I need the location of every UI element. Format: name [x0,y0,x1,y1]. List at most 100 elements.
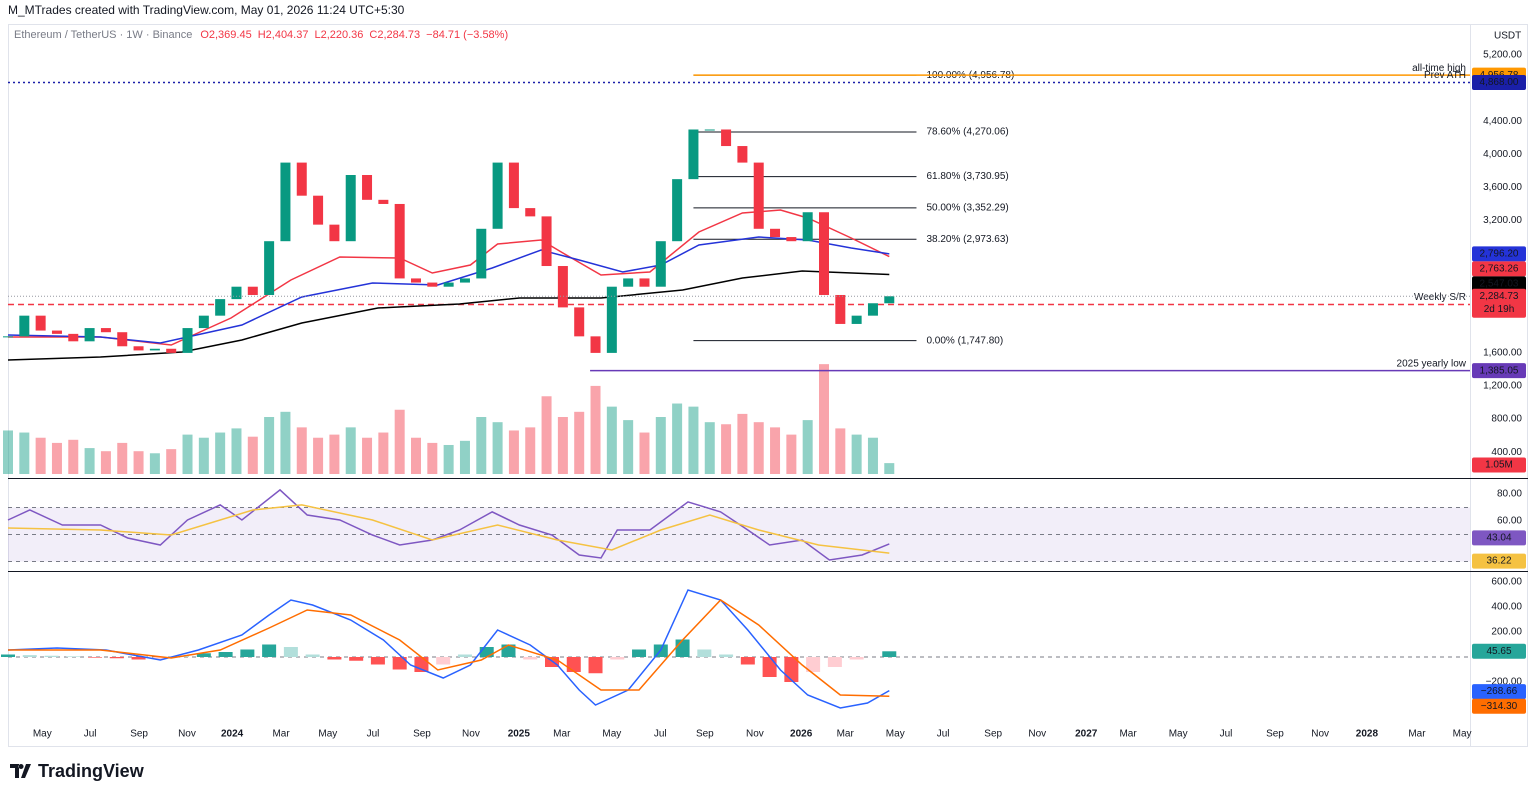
candle-body [19,315,30,337]
candle-body [345,175,356,242]
badge-label: 43.04 [1486,533,1511,544]
candle-body [770,228,781,238]
candle-body [851,315,862,324]
candle-body [198,315,209,329]
y-tick-label: −200.00 [1486,677,1523,688]
volume-bar [770,427,781,474]
histogram-bar [196,653,211,657]
candle-body [247,286,258,295]
candle-body [296,162,307,196]
badge-label: 36.22 [1486,556,1511,567]
x-tick-label: Mar [272,729,290,740]
x-tick-label: Jul [654,729,667,740]
volume-bar [149,453,160,474]
histogram-bar [588,657,603,674]
candle-body [411,278,421,283]
candle-body [182,328,193,353]
histogram-bar [545,657,559,667]
volume-bar [459,440,470,474]
candle-body [867,303,878,316]
volume-bar [737,413,748,474]
price-badge [1472,288,1526,318]
candle-body [753,162,764,229]
x-tick-label: May [318,729,337,740]
level-label: Weekly S/R [1414,292,1466,303]
volume-bar [704,422,715,474]
volume-bar [541,396,552,474]
histogram-bar [457,654,472,657]
histogram-bar [370,657,385,665]
candle-body [459,278,470,283]
histogram-bar [719,654,734,657]
candle-body [443,282,454,287]
volume-bar [19,432,30,474]
volume-bar [590,385,601,474]
ohlc: L2,220.36 [314,29,363,41]
histogram-bar [882,651,897,657]
y-tick-label: 1,600.00 [1483,348,1522,359]
candle-body [525,208,536,217]
badge-label: −314.30 [1481,701,1518,712]
y-tick-label: 3,600.00 [1483,182,1522,193]
histogram-bar [675,639,690,657]
histogram-bar [849,657,864,660]
y-tick-label: 600.00 [1491,577,1522,588]
moving-average [7,270,890,361]
price-badge [1472,553,1526,569]
histogram-bar [349,657,364,661]
candle-body [639,278,650,287]
volume-bar [557,417,568,474]
volume-bar [231,428,242,474]
x-tick-label: Sep [1266,729,1284,740]
candle-body [68,333,79,342]
logo: TradingView [10,761,145,781]
candle-body [84,328,95,342]
candle-body [835,294,846,324]
candle-body [623,278,634,287]
x-tick-label: May [886,729,905,740]
candle-body [721,129,732,147]
price-badge [1472,643,1526,659]
frame [8,24,1528,747]
fib-label: 78.60% (4,270.06) [926,127,1008,138]
x-tick-label: May [33,729,52,740]
indicator-line [8,599,890,698]
x-tick-label: 2026 [790,729,813,740]
y-tick-label: 4,000.00 [1483,149,1522,160]
candle-body [884,296,895,304]
histogram-bar [610,657,625,660]
price-badge [1472,276,1526,292]
x-tick-label: May [1453,729,1472,740]
volume-bar [68,439,79,474]
price-badge [1472,457,1526,473]
volume-bar [411,437,421,474]
volume-bar [786,434,797,474]
y-tick-label: 5,200.00 [1483,50,1522,61]
badge-label: 2,796.20 [1480,249,1519,260]
candle-body [362,175,373,200]
price-badge [1472,698,1526,714]
countdown: 2d 19h [1484,304,1515,315]
x-tick-label: Sep [413,729,431,740]
candle-body [606,286,617,353]
x-tick-label: Mar [1408,729,1426,740]
histogram-bar [262,644,277,657]
y-tick-label: 4,400.00 [1483,116,1522,127]
x-tick-label: Jul [84,729,97,740]
x-tick-label: Mar [1119,729,1137,740]
histogram-bar [305,654,320,657]
histogram-bar [523,657,538,660]
volume-bar [215,432,226,474]
histogram-bar [88,657,103,658]
histogram-bar [44,655,59,657]
x-tick-label: May [602,729,621,740]
histogram-bar [218,652,233,657]
volume-bar [182,434,193,474]
candle-body [149,348,160,351]
histogram-bar [806,657,821,672]
volume-bar [606,406,617,474]
candle-body [590,336,601,353]
volume-bar [688,406,699,474]
